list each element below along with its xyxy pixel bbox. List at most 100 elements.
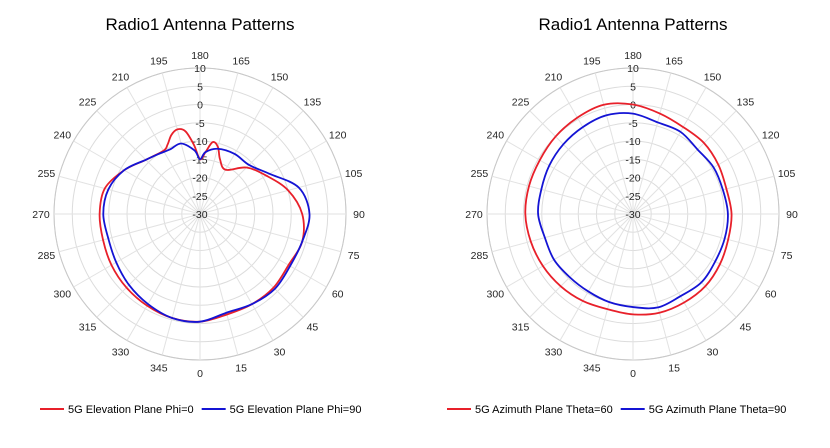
radial-tick-label: -10 (192, 136, 207, 148)
grid-spoke (73, 213, 201, 288)
grid-spoke (632, 175, 775, 215)
grid-spoke (529, 110, 634, 215)
grid-spoke (594, 213, 634, 356)
radial-tick-label: 10 (194, 63, 206, 75)
grid-spoke (632, 72, 672, 215)
radial-tick-label: 10 (627, 63, 639, 75)
angle-tick-label: 30 (707, 347, 719, 359)
series-line-2 (102, 142, 311, 323)
grid-spoke (161, 213, 201, 356)
angle-tick-label: 270 (465, 209, 483, 221)
grid-spoke (199, 140, 327, 215)
angle-tick-label: 330 (545, 347, 563, 359)
grid-spoke (96, 110, 201, 215)
grid-spoke (632, 87, 707, 215)
angle-tick-label: 195 (583, 55, 601, 67)
angle-tick-label: 105 (345, 168, 363, 180)
angle-tick-label: 135 (737, 97, 755, 109)
angle-tick-label: 180 (624, 50, 642, 62)
angle-tick-label: 120 (329, 130, 347, 142)
angle-tick-label: 15 (235, 363, 247, 375)
angle-tick-label: 240 (54, 130, 72, 142)
grid-spoke (632, 213, 737, 318)
angle-tick-label: 180 (191, 50, 209, 62)
grid-spoke (199, 175, 342, 215)
radial-tick-label: -10 (625, 136, 640, 148)
grid-spoke (199, 110, 304, 215)
chart-title: Radio1 Antenna Patterns (538, 15, 727, 34)
angle-tick-label: 330 (112, 347, 130, 359)
angle-tick-label: 150 (704, 71, 722, 83)
angle-tick-label: 0 (197, 368, 203, 380)
radial-tick-label: -5 (628, 118, 637, 130)
angle-tick-label: 90 (786, 209, 798, 221)
grid-spoke (199, 87, 274, 215)
legend-label-1: 5G Elevation Plane Phi=0 (68, 404, 194, 416)
legend-label-2: 5G Elevation Plane Phi=90 (230, 404, 362, 416)
grid-spoke (126, 213, 201, 341)
radial-tick-label: 5 (630, 81, 636, 93)
grid-spoke (199, 213, 239, 356)
radial-tick-label: -25 (192, 191, 207, 203)
grid-spoke (199, 72, 239, 215)
angle-tick-label: 225 (512, 97, 530, 109)
grid-spoke (199, 213, 342, 253)
grid-spoke (491, 175, 634, 215)
angle-tick-label: 270 (32, 209, 50, 221)
angle-tick-label: 255 (38, 168, 56, 180)
radial-tick-label: 5 (197, 81, 203, 93)
grid-spoke (73, 140, 201, 215)
radial-tick-label: -20 (192, 173, 207, 185)
grid-spoke (632, 213, 672, 356)
radial-tick-label: -25 (625, 191, 640, 203)
grid-spoke (559, 213, 634, 341)
radial-tick-label: -30 (625, 209, 640, 221)
angle-tick-label: 195 (150, 55, 168, 67)
angle-tick-label: 60 (765, 289, 777, 301)
grid-spoke (506, 213, 634, 288)
angle-tick-label: 315 (512, 321, 530, 333)
angle-tick-label: 120 (762, 130, 780, 142)
angle-tick-label: 210 (545, 71, 563, 83)
grid-spoke (58, 213, 201, 253)
angle-tick-label: 345 (583, 363, 601, 375)
radial-tick-label: 0 (197, 100, 203, 112)
grid-spoke (506, 140, 634, 215)
angle-tick-label: 45 (740, 321, 752, 333)
angle-tick-label: 150 (271, 71, 289, 83)
angle-tick-label: 315 (79, 321, 97, 333)
legend-label-2: 5G Azimuth Plane Theta=90 (649, 404, 787, 416)
angle-tick-label: 240 (487, 130, 505, 142)
angle-tick-label: 225 (79, 97, 97, 109)
grid-spoke (632, 213, 760, 288)
chart-title: Radio1 Antenna Patterns (105, 15, 294, 34)
angle-tick-label: 0 (630, 368, 636, 380)
radial-tick-label: 0 (630, 100, 636, 112)
series-line-1 (524, 102, 733, 316)
angle-tick-label: 30 (274, 347, 286, 359)
angle-tick-label: 105 (778, 168, 796, 180)
radial-tick-label: -15 (625, 154, 640, 166)
grid-spoke (594, 72, 634, 215)
grid-spoke (491, 213, 634, 253)
angle-tick-label: 45 (307, 321, 319, 333)
angle-tick-label: 165 (665, 55, 683, 67)
radial-tick-label: -30 (192, 209, 207, 221)
grid-spoke (529, 213, 634, 318)
grid-spoke (199, 213, 274, 341)
grid-spoke (632, 213, 775, 253)
angle-tick-label: 75 (348, 250, 360, 262)
grid-spoke (58, 175, 201, 215)
angle-tick-label: 285 (471, 250, 489, 262)
angle-tick-label: 300 (487, 289, 505, 301)
angle-tick-label: 345 (150, 363, 168, 375)
grid-spoke (632, 110, 737, 215)
series-line-2 (537, 112, 729, 310)
angle-tick-label: 210 (112, 71, 130, 83)
angle-tick-label: 165 (232, 55, 250, 67)
angle-tick-label: 285 (38, 250, 56, 262)
